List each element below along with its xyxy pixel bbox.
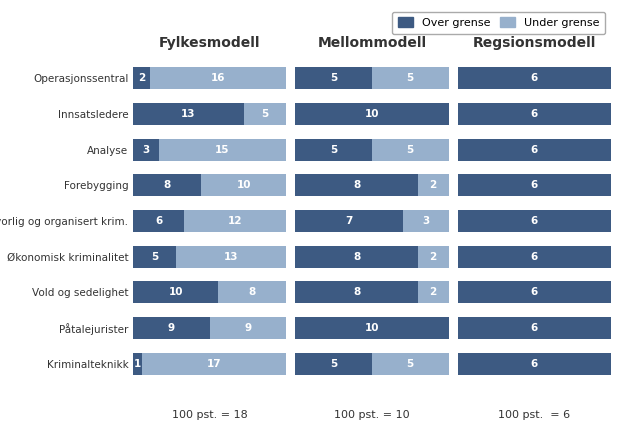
Text: 6: 6 <box>531 109 538 119</box>
Text: 6: 6 <box>531 323 538 333</box>
Text: 13: 13 <box>181 109 196 119</box>
Bar <box>133 103 244 125</box>
Bar <box>458 103 611 125</box>
Bar <box>458 210 611 232</box>
Bar <box>296 174 418 196</box>
Text: 10: 10 <box>237 180 251 190</box>
Text: 5: 5 <box>407 359 414 368</box>
Title: Fylkesmodell: Fylkesmodell <box>159 36 260 50</box>
Text: 2: 2 <box>430 287 437 298</box>
Bar <box>458 174 611 196</box>
Text: 6: 6 <box>531 359 538 368</box>
Bar <box>142 352 286 374</box>
Bar <box>296 103 448 125</box>
Bar <box>296 210 402 232</box>
Text: 5: 5 <box>262 109 268 119</box>
Text: 9: 9 <box>244 323 252 333</box>
Text: 6: 6 <box>531 252 538 262</box>
Bar <box>150 68 286 90</box>
Bar <box>210 317 286 339</box>
Text: 6: 6 <box>531 180 538 190</box>
Bar <box>133 246 176 268</box>
Text: 8: 8 <box>164 180 171 190</box>
Bar <box>244 103 286 125</box>
Bar <box>372 139 448 161</box>
Bar <box>418 281 448 303</box>
Bar <box>133 174 202 196</box>
Text: 3: 3 <box>422 216 429 226</box>
Text: 7: 7 <box>345 216 353 226</box>
Text: 17: 17 <box>206 359 221 368</box>
Bar <box>133 317 210 339</box>
Bar <box>458 281 611 303</box>
Text: 13: 13 <box>224 252 238 262</box>
Text: 100 pst. = 10: 100 pst. = 10 <box>334 410 410 420</box>
Bar <box>402 210 448 232</box>
Text: 15: 15 <box>215 144 230 155</box>
Bar <box>458 317 611 339</box>
Title: Regsionsmodell: Regsionsmodell <box>472 36 596 50</box>
Bar <box>458 352 611 374</box>
Text: 6: 6 <box>531 144 538 155</box>
Bar <box>458 139 611 161</box>
Bar <box>133 210 184 232</box>
Bar <box>202 174 286 196</box>
Text: 5: 5 <box>151 252 158 262</box>
Text: 100 pst. = 18: 100 pst. = 18 <box>172 410 247 420</box>
Text: 2: 2 <box>430 252 437 262</box>
Text: 10: 10 <box>169 287 183 298</box>
Text: 6: 6 <box>531 287 538 298</box>
Bar <box>218 281 286 303</box>
Text: 100 pst.  = 6: 100 pst. = 6 <box>498 410 570 420</box>
Title: Mellommodell: Mellommodell <box>317 36 427 50</box>
Text: 5: 5 <box>407 74 414 83</box>
Legend: Over grense, Under grense: Over grense, Under grense <box>392 12 605 34</box>
Text: 5: 5 <box>330 74 337 83</box>
Text: 10: 10 <box>365 323 379 333</box>
Bar <box>184 210 286 232</box>
Bar <box>418 174 448 196</box>
Text: 5: 5 <box>330 359 337 368</box>
Text: 16: 16 <box>211 74 226 83</box>
Bar <box>176 246 286 268</box>
Bar <box>372 68 448 90</box>
Text: 6: 6 <box>531 216 538 226</box>
Bar <box>296 352 372 374</box>
Bar <box>133 281 218 303</box>
Text: 9: 9 <box>168 323 175 333</box>
Bar <box>133 139 159 161</box>
Bar <box>296 68 372 90</box>
Bar <box>458 68 611 90</box>
Text: 12: 12 <box>228 216 242 226</box>
Bar <box>458 246 611 268</box>
Text: 8: 8 <box>353 252 360 262</box>
Text: 2: 2 <box>138 74 146 83</box>
Text: 3: 3 <box>143 144 149 155</box>
Bar <box>418 246 448 268</box>
Bar <box>133 352 142 374</box>
Text: 5: 5 <box>407 144 414 155</box>
Bar <box>296 139 372 161</box>
Text: 10: 10 <box>365 109 379 119</box>
Text: 8: 8 <box>353 180 360 190</box>
Text: 5: 5 <box>330 144 337 155</box>
Text: 8: 8 <box>249 287 256 298</box>
Bar <box>133 68 150 90</box>
Text: 6: 6 <box>155 216 162 226</box>
Bar <box>159 139 286 161</box>
Bar <box>372 352 448 374</box>
Text: 8: 8 <box>353 287 360 298</box>
Text: 1: 1 <box>134 359 141 368</box>
Text: 2: 2 <box>430 180 437 190</box>
Bar <box>296 317 448 339</box>
Text: 6: 6 <box>531 74 538 83</box>
Bar <box>296 281 418 303</box>
Bar <box>296 246 418 268</box>
